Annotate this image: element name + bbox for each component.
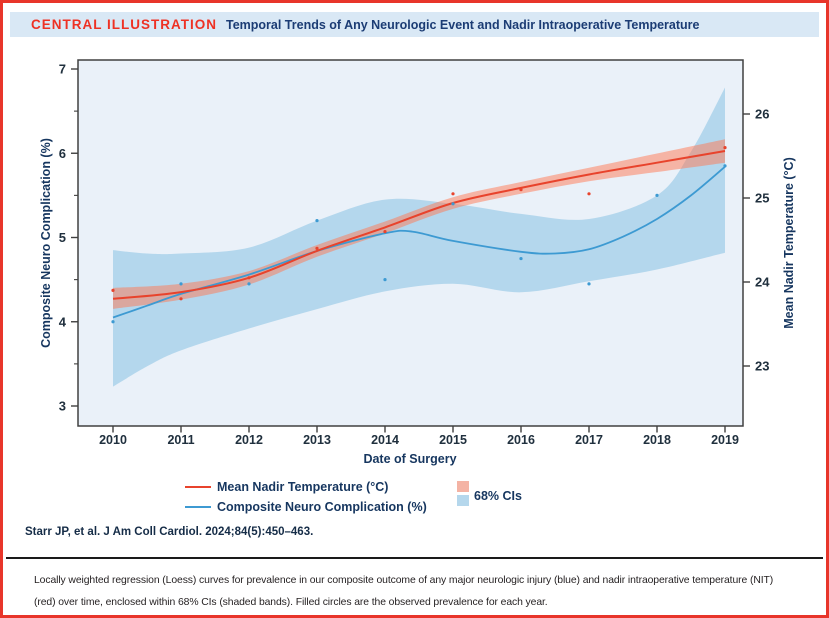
tick-label: 2011 [167,433,194,447]
tick-label: 2017 [575,433,603,447]
tick-label: 2019 [711,433,739,447]
blue-line-swatch [185,506,211,508]
figure-title: Temporal Trends of Any Neurologic Event … [226,17,700,32]
observed-dot [723,146,727,150]
tick-label: 4 [59,314,67,329]
observed-dot [451,192,455,196]
observed-dot [519,188,523,192]
observed-dot [587,192,591,196]
red-line-swatch [185,486,211,488]
x-axis-title: Date of Surgery [363,452,457,466]
ci-band-swatches [457,481,469,509]
tick-label: 6 [59,146,66,161]
legend-item-temperature: Mean Nadir Temperature (°C) [185,480,388,494]
observed-dot [315,246,319,250]
observed-dot [383,278,387,282]
trend-chart: 3 4 5 6 7 23 24 25 26 2010 2011 2012 2013 2014 2015 201… [59,59,770,447]
red-ci-swatch [457,481,469,492]
left-axis-title: Composite Neuro Complication (%) [39,138,53,348]
tick-label: 7 [59,62,66,77]
tick-label: 24 [755,275,770,290]
plot-background [78,60,743,426]
observed-dot [723,164,727,168]
legend-item-complication: Composite Neuro Complication (%) [185,500,427,514]
tick-label: 26 [755,107,769,122]
legend-label-complication: Composite Neuro Complication (%) [217,500,427,514]
observed-dot [179,282,183,286]
observed-dot [111,288,115,292]
blue-ci-swatch [457,495,469,506]
tick-label: 3 [59,399,66,414]
tick-label: 2014 [371,433,399,447]
tick-label: 2010 [99,433,127,447]
tick-label: 25 [755,191,769,206]
caption-line-2: (red) over time, enclosed within 68% CIs… [34,596,548,608]
caption-line-1: Locally weighted regression (Loess) curv… [34,575,774,586]
blue-ci-band [113,87,725,387]
legend-label-temperature: Mean Nadir Temperature (°C) [217,480,389,494]
red-loess-curve [112,150,726,300]
tick-label: 2016 [507,433,535,447]
tick-label: 2018 [643,433,671,447]
observed-dot [315,219,319,223]
tick-label: 2012 [235,433,263,447]
ci-legend-label: 68% CIs [474,489,522,503]
right-axis-title: Mean Nadir Temperature (°C) [782,157,796,329]
tick-label: 2015 [439,433,467,447]
observed-dot [587,282,591,286]
observed-dot [247,276,251,280]
header-kicker: CENTRAL ILLUSTRATION [31,17,217,32]
figure-header: CENTRAL ILLUSTRATION Temporal Trends of … [10,12,819,37]
figure-caption: Locally weighted regression (Loess) curv… [34,570,826,613]
tick-label: 2013 [303,433,331,447]
observed-dot [451,202,455,206]
observed-dot [383,230,387,234]
observed-dot [655,193,659,197]
tick-label: 5 [59,230,66,245]
observed-dot [179,297,183,301]
citation: Starr JP, et al. J Am Coll Cardiol. 2024… [25,526,314,538]
footer-divider [6,557,823,559]
observed-dot [111,320,115,324]
plot-frame [77,59,744,427]
red-ci-band [113,139,725,309]
tick-label: 23 [755,359,769,374]
observed-dot [519,256,523,261]
observed-dot [247,282,251,286]
